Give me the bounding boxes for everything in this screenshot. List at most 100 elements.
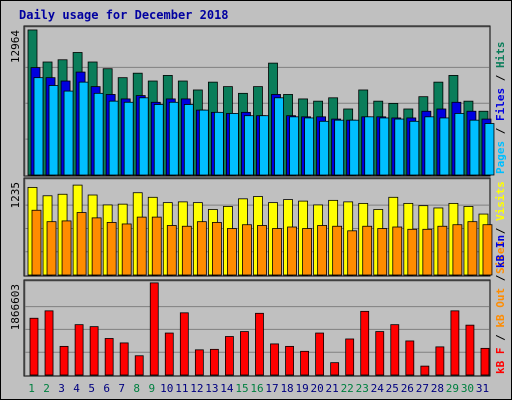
bar-pages-day-12 [198, 109, 209, 176]
x-tick-day-17: 17 [265, 382, 278, 395]
bar-kb-f-day-28 [435, 346, 445, 376]
x-tick-day-14: 14 [220, 382, 234, 395]
legend-separator: / [494, 268, 507, 288]
bar-sites-day-10 [166, 225, 177, 276]
bar-sites-day-17 [272, 228, 282, 276]
bar-kb-f-day-10 [164, 332, 174, 376]
bar-sites-day-9 [151, 216, 162, 276]
bar-pages-day-6 [108, 100, 119, 176]
bar-kb-f-day-31 [480, 347, 490, 376]
x-tick-day-15: 15 [235, 382, 248, 395]
legend-kb-out: kB Out [494, 288, 507, 328]
bar-kb-f-day-27 [420, 365, 430, 376]
x-tick-day-22: 22 [341, 382, 354, 395]
bar-sites-day-1 [31, 209, 42, 276]
bar-kb-f-day-14 [225, 336, 234, 376]
x-tick-day-2: 2 [43, 382, 50, 395]
y-max-label: 12964 [9, 30, 22, 63]
legend-separator: / [494, 221, 507, 241]
bar-pages-day-5 [93, 92, 104, 176]
bar-kb-f-day-30 [465, 324, 475, 376]
bar-kb-f-day-29 [450, 310, 460, 376]
bar-sites-day-13 [211, 222, 222, 276]
x-tick-day-24: 24 [371, 382, 385, 395]
bar-kb-f-day-7 [119, 342, 129, 376]
x-tick-day-1: 1 [28, 382, 35, 395]
bar-pages-day-30 [469, 119, 480, 176]
bar-pages-day-31 [484, 123, 495, 176]
bar-kb-f-day-12 [194, 349, 204, 376]
x-tick-day-9: 9 [148, 382, 155, 395]
x-tick-day-11: 11 [175, 382, 188, 395]
bar-pages-day-29 [454, 113, 465, 176]
bar-pages-day-7 [123, 101, 134, 176]
bar-kb-f-day-5 [89, 326, 99, 376]
legend-pages: Pages [494, 141, 507, 174]
bar-sites-day-24 [377, 228, 388, 276]
bar-pages-day-17 [274, 97, 284, 176]
bar-pages-day-20 [319, 120, 330, 176]
bar-kb-f-day-13 [209, 348, 219, 376]
bar-pages-day-9 [153, 104, 164, 176]
bar-sites-day-11 [181, 225, 192, 276]
x-tick-day-20: 20 [311, 382, 324, 395]
legend-separator: / [494, 68, 507, 88]
bar-sites-day-19 [302, 228, 312, 276]
bar-sites-day-5 [91, 217, 102, 276]
bar-kb-f-day-26 [405, 340, 415, 376]
legend-sites: Sites [494, 241, 507, 274]
bar-sites-day-20 [317, 225, 328, 276]
x-axis-ticks: 1 2 3 4 5 6 7 8 9 10 11 12 13 14 15 16 17 18 19 20 21 22 23 24 2… [28, 382, 489, 395]
x-tick-day-18: 18 [280, 382, 293, 395]
panel-middle: 1235 Sites / Visits [9, 177, 507, 277]
bar-pages-day-22 [349, 119, 360, 176]
panel-legend: Sites / Visits [494, 181, 507, 274]
bar-pages-day-21 [334, 119, 345, 176]
x-tick-day-4: 4 [73, 382, 80, 395]
bar-sites-day-12 [196, 221, 207, 276]
legend-visits: Visits [494, 181, 507, 221]
x-tick-day-6: 6 [103, 382, 110, 395]
x-tick-day-10: 10 [160, 382, 173, 395]
legend-files: Files [494, 88, 507, 121]
bar-pages-day-28 [439, 117, 450, 176]
x-tick-day-16: 16 [250, 382, 263, 395]
x-tick-day-25: 25 [386, 382, 399, 395]
bar-sites-day-26 [407, 228, 418, 276]
bar-kb-f-day-15 [240, 331, 249, 376]
panel-legend: Pages / Files / Hits [494, 42, 507, 175]
bar-pages-day-11 [183, 104, 194, 176]
x-tick-day-26: 26 [401, 382, 414, 395]
bar-kb-f-day-9 [149, 282, 159, 376]
bar-kb-f-day-25 [390, 324, 400, 376]
bar-kb-f-day-17 [270, 343, 279, 376]
x-tick-day-27: 27 [416, 382, 429, 395]
x-tick-day-7: 7 [118, 382, 125, 395]
bar-pages-day-27 [424, 116, 435, 176]
bar-pages-day-14 [229, 113, 239, 176]
bar-sites-day-25 [392, 226, 403, 276]
legend-kb-f: kB F [494, 348, 507, 375]
x-tick-day-8: 8 [133, 382, 140, 395]
bar-pages-day-18 [289, 116, 299, 176]
bar-kb-f-day-4 [74, 324, 84, 376]
bar-sites-day-2 [46, 221, 57, 276]
bar-pages-day-19 [304, 117, 314, 176]
bar-pages-day-16 [259, 115, 269, 176]
bar-kb-f-day-1 [29, 317, 39, 376]
bar-pages-day-15 [244, 115, 254, 176]
x-tick-day-12: 12 [190, 382, 203, 395]
bar-sites-day-29 [452, 224, 463, 276]
panel-bottom: 1866603 kB F / kB Out / kB In [9, 235, 507, 377]
x-tick-day-3: 3 [58, 382, 65, 395]
bar-pages-day-13 [213, 111, 224, 176]
bar-kb-f-day-16 [255, 312, 264, 376]
legend-kb-in: kB In [494, 235, 507, 268]
bar-sites-day-15 [242, 224, 252, 276]
bar-sites-day-3 [61, 220, 72, 276]
bar-sites-day-7 [121, 223, 132, 276]
bar-sites-day-21 [332, 225, 343, 276]
bar-pages-day-25 [394, 118, 405, 176]
bar-sites-day-18 [287, 226, 297, 276]
